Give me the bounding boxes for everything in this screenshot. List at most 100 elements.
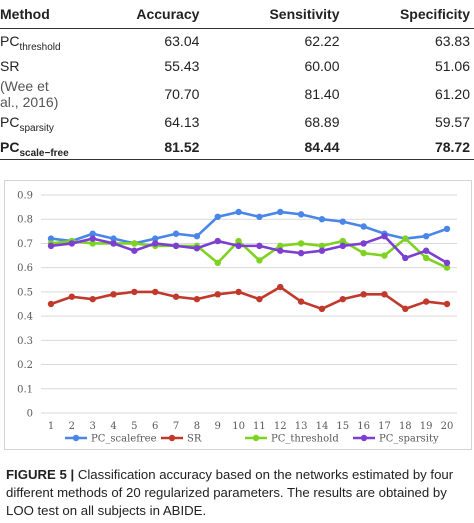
data-point <box>381 232 388 240</box>
data-point <box>360 249 367 257</box>
data-point <box>110 235 117 242</box>
x-tick-label: 10 <box>232 421 245 432</box>
data-point <box>89 240 96 247</box>
legend-label: PC_scalefree <box>91 434 157 445</box>
header-sensitivity: Sensitivity <box>269 6 340 22</box>
table-body: PCthreshold 63.04 62.22 63.83 SR 55.43 60.00 51… <box>0 29 474 160</box>
data-point <box>235 288 242 296</box>
data-point <box>360 291 367 298</box>
accuracy-cell: 81.52 <box>164 138 200 155</box>
data-point <box>214 291 221 298</box>
data-point <box>339 242 346 250</box>
method-cell: PCthreshold <box>0 29 69 54</box>
figure-caption: FIGURE 5 | Classification accuracy based… <box>6 466 468 520</box>
data-point <box>68 293 76 300</box>
data-point <box>402 305 409 313</box>
y-tick-label: 0.8 <box>17 215 33 226</box>
table-row: PCsparsity 64.13 68.89 59.57 <box>0 110 474 134</box>
data-point <box>172 242 180 250</box>
accuracy-cell: 63.04 <box>164 33 200 50</box>
data-point <box>110 240 117 247</box>
data-point <box>152 288 159 296</box>
data-point <box>443 259 451 267</box>
legend-marker <box>252 434 260 442</box>
sensitivity-cell: 81.40 <box>304 85 340 102</box>
data-point <box>214 237 221 245</box>
table-row: SR 55.43 60.00 51.06 <box>0 53 474 77</box>
y-tick-label: 0.4 <box>17 312 33 323</box>
x-tick-label: 17 <box>378 421 391 432</box>
data-point <box>47 242 55 250</box>
series-line <box>50 234 448 264</box>
data-point <box>193 295 201 303</box>
x-tick-label: 8 <box>194 421 200 432</box>
data-point <box>256 242 263 250</box>
specificity-cell: 59.57 <box>434 114 470 131</box>
x-tick-label: 1 <box>48 421 54 432</box>
x-tick-label: 11 <box>253 421 266 432</box>
data-point <box>89 295 96 303</box>
x-tick-label: 15 <box>336 421 349 432</box>
method-name: (Wee et al., 2016) <box>0 77 59 110</box>
x-tick-label: 2 <box>69 421 75 432</box>
data-point <box>131 247 138 254</box>
method-cell: (Wee et al., 2016) <box>0 78 69 110</box>
data-point <box>256 295 263 303</box>
data-point <box>152 235 159 242</box>
legend-marker <box>72 434 80 442</box>
data-point <box>235 208 242 216</box>
data-point <box>47 235 55 242</box>
data-point <box>277 208 284 216</box>
accuracy-cell: 64.13 <box>164 114 200 131</box>
x-tick-label: 16 <box>357 421 370 432</box>
data-point <box>297 240 305 247</box>
header-specificity: Specificity <box>399 6 470 22</box>
table-row: (Wee et al., 2016) 70.70 81.40 61.20 <box>0 78 474 110</box>
data-point <box>89 230 96 237</box>
table-row: PCscale−free 81.52 84.44 78.72 <box>0 135 474 160</box>
x-tick-label: 5 <box>131 421 137 432</box>
x-tick-label: 13 <box>295 421 308 432</box>
data-point <box>318 242 326 250</box>
legend-label: PC_sparsity <box>379 434 439 445</box>
data-point <box>277 242 284 250</box>
data-point <box>235 237 242 245</box>
header-method: Method <box>0 6 50 22</box>
data-point <box>318 247 326 254</box>
x-tick-label: 19 <box>420 421 433 432</box>
method-cell: SR <box>0 53 69 77</box>
specificity-cell: 63.83 <box>434 33 470 50</box>
data-point <box>152 240 159 247</box>
data-point <box>235 242 242 250</box>
data-point <box>339 218 346 225</box>
legend-label: SR <box>187 434 202 445</box>
y-tick-label: 0.7 <box>17 239 33 250</box>
x-tick-label: 7 <box>173 421 179 432</box>
legend-marker <box>168 434 176 442</box>
sensitivity-cell: 68.89 <box>304 114 340 131</box>
x-tick-label: 3 <box>89 421 95 432</box>
data-point <box>443 300 451 308</box>
data-point <box>193 245 201 252</box>
data-point <box>214 213 221 220</box>
series-line <box>50 210 448 245</box>
data-point <box>131 240 138 247</box>
y-tick-label: 0.5 <box>17 287 33 298</box>
data-point <box>214 259 221 267</box>
specificity-cell: 61.20 <box>434 85 470 102</box>
accuracy-cell: 70.70 <box>164 85 200 102</box>
data-point <box>318 305 326 313</box>
data-point <box>47 300 55 308</box>
method-subscript: sparsity <box>19 123 54 135</box>
line-chart: 00.10.20.30.40.50.60.70.80.91 2 3 4 5 6 7 8 9 10 1… <box>17 191 457 445</box>
data-point <box>193 232 201 240</box>
data-point <box>360 240 367 247</box>
method-cell: PCsparsity <box>0 110 69 134</box>
data-point <box>131 288 138 296</box>
caption-text: Classification accuracy based on the net… <box>6 467 454 518</box>
data-point <box>318 216 326 223</box>
x-tick-label: 20 <box>441 421 454 432</box>
data-point <box>68 240 76 247</box>
method-subscript: scale−free <box>19 147 69 159</box>
x-tick-label: 18 <box>399 421 412 432</box>
